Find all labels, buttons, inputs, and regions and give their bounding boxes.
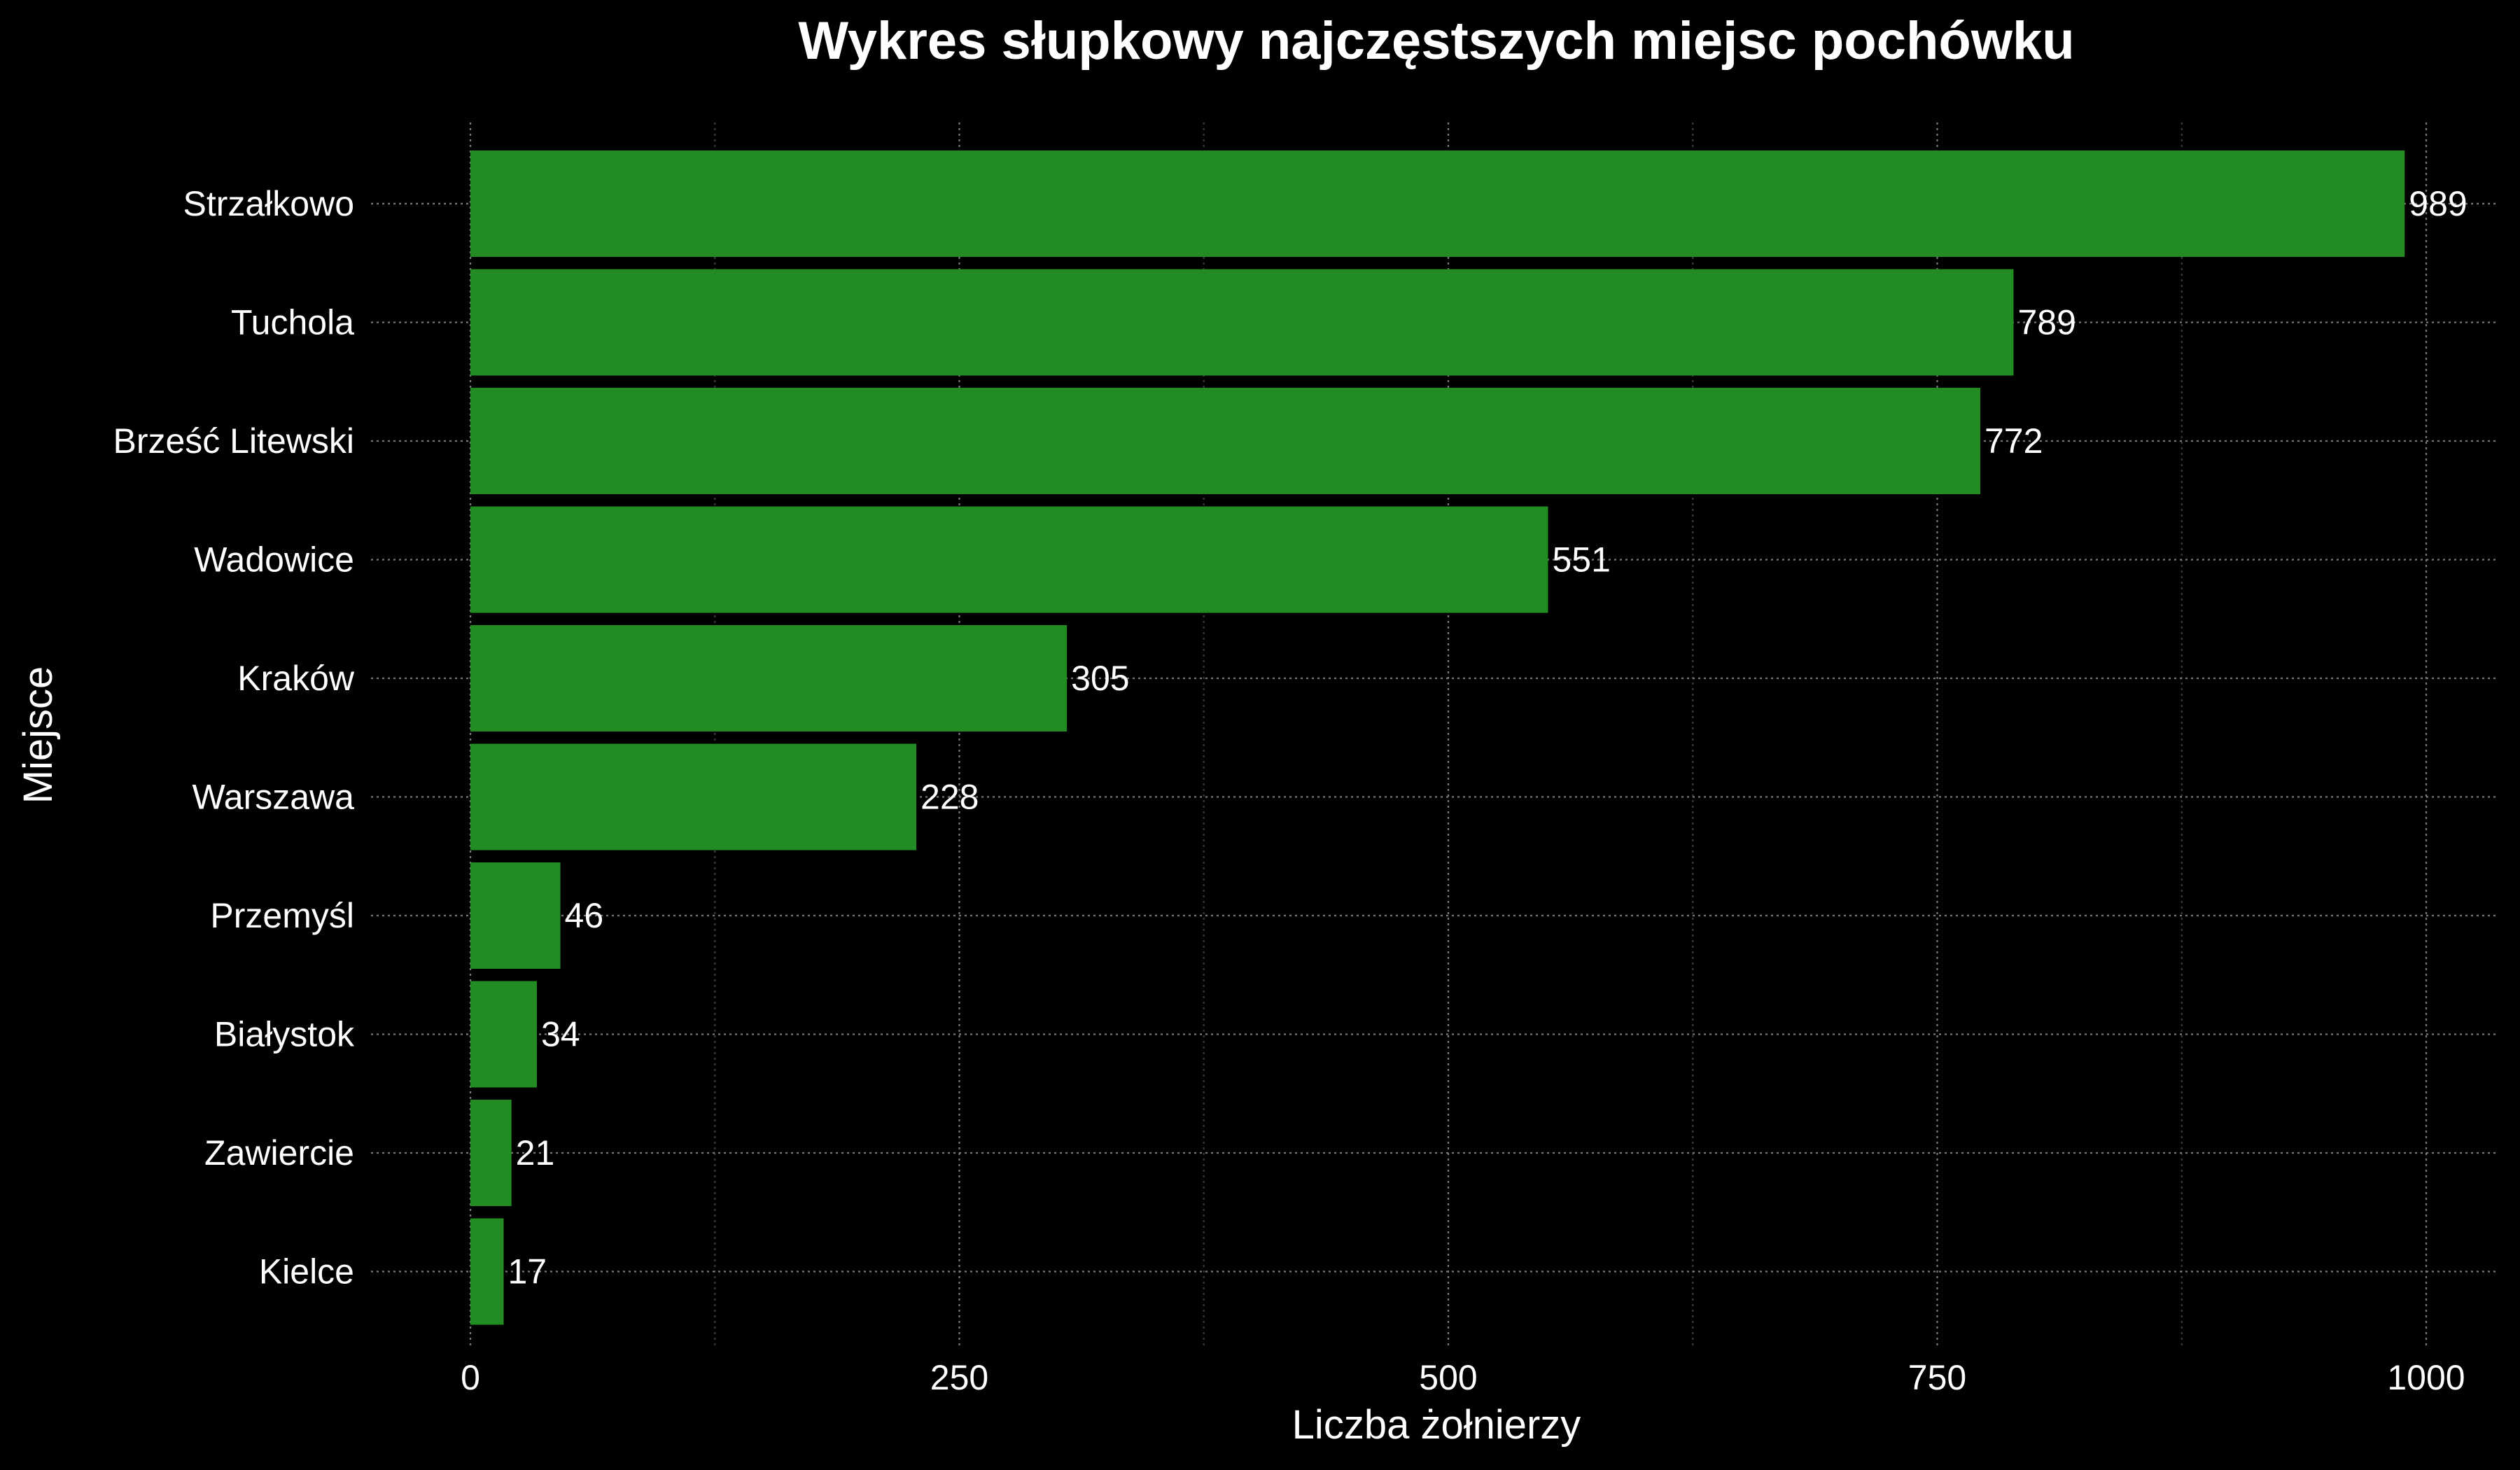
- bar: [470, 862, 561, 969]
- bar: [470, 625, 1068, 732]
- bar: [470, 743, 917, 850]
- x-axis-title: Liczba żołnierzy: [1292, 1402, 1581, 1448]
- y-tick-label: Warszawa: [192, 778, 354, 817]
- bar: [470, 1100, 512, 1206]
- x-tick-label: 750: [1908, 1358, 1966, 1397]
- y-tick-label: Brześć Litewski: [113, 421, 354, 461]
- bar: [470, 1218, 504, 1325]
- bar: [470, 506, 1548, 613]
- bar-value-label: 551: [1552, 540, 1610, 580]
- bar: [470, 269, 2014, 376]
- x-tick-labels: 0 250 500 750 1000: [461, 1358, 2465, 1397]
- chart-title: Wykres słupkowy najczęstszych miejsc poc…: [798, 11, 2074, 71]
- x-tick-label: 250: [930, 1358, 988, 1397]
- bars: [470, 150, 2405, 1325]
- y-tick-label: Białystok: [214, 1015, 355, 1054]
- bar-value-label: 789: [2017, 303, 2076, 342]
- bar: [470, 150, 2405, 257]
- bar-value-label: 21: [516, 1133, 555, 1172]
- y-tick-label: Kielce: [259, 1252, 354, 1292]
- bar-value-label: 772: [1984, 421, 2043, 461]
- bar-value-label: 46: [565, 896, 604, 935]
- y-tick-label: Wadowice: [194, 540, 354, 580]
- data-labels: 989 789 772 551 305 228 46 34 21 17: [507, 184, 2467, 1292]
- bar-value-label: 228: [920, 778, 979, 817]
- y-tick-label: Tuchola: [231, 303, 354, 342]
- bar: [470, 388, 1980, 494]
- bar: [470, 981, 537, 1088]
- x-tick-label: 0: [461, 1358, 480, 1397]
- x-tick-label: 1000: [2387, 1358, 2465, 1397]
- bar-value-label: 17: [507, 1252, 547, 1292]
- bar-value-label: 34: [541, 1015, 580, 1054]
- y-tick-label: Strzałkowo: [183, 184, 354, 223]
- y-tick-label: Przemyśl: [210, 896, 354, 935]
- x-tick-label: 500: [1419, 1358, 1477, 1397]
- y-axis-title: Miejsce: [15, 666, 61, 804]
- bar-value-label: 989: [2409, 184, 2467, 223]
- y-tick-label: Zawiercie: [204, 1133, 354, 1172]
- y-tick-label: Kraków: [237, 659, 355, 698]
- bar-value-label: 305: [1071, 659, 1129, 698]
- y-tick-labels: Strzałkowo Tuchola Brześć Litewski Wadowice…: [113, 184, 355, 1292]
